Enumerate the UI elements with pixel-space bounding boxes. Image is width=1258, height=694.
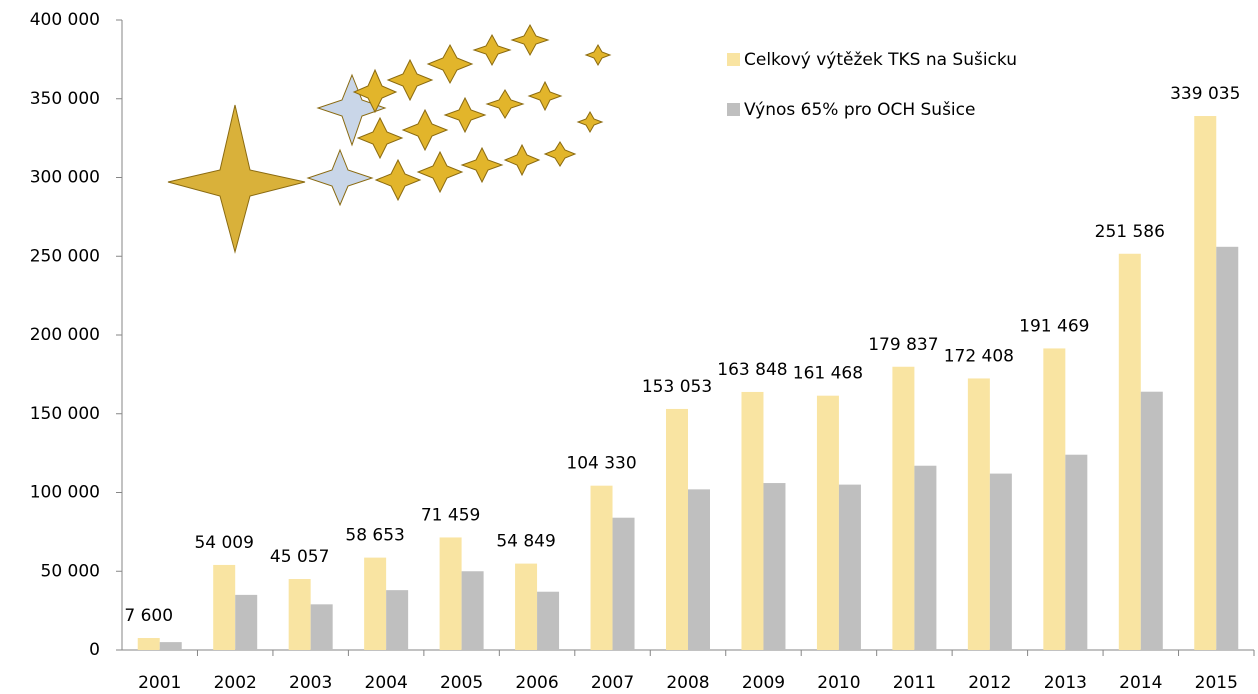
- bar: [1065, 455, 1087, 650]
- legend-swatch: [727, 103, 740, 116]
- data-label: 58 653: [345, 526, 404, 546]
- data-label: 54 849: [496, 532, 555, 552]
- data-label: 104 330: [566, 454, 636, 474]
- bar: [289, 579, 311, 650]
- x-tick-label: 2003: [289, 673, 332, 693]
- bar: [515, 564, 537, 650]
- bar: [138, 638, 160, 650]
- y-tick-label: 200 000: [30, 325, 100, 345]
- bar: [364, 558, 386, 650]
- x-tick-label: 2009: [742, 673, 785, 693]
- chart: 0 50 000 100 000 150 000 200 000 250 000 300 0…: [0, 0, 1258, 694]
- bar: [1216, 247, 1238, 650]
- bar: [688, 489, 710, 650]
- y-tick-label: 250 000: [30, 246, 100, 266]
- bar: [537, 592, 559, 650]
- bar: [613, 518, 635, 650]
- y-tick-label: 150 000: [30, 404, 100, 424]
- x-tick-label: 2004: [365, 673, 408, 693]
- bar: [1119, 254, 1141, 650]
- bar: [817, 396, 839, 650]
- y-tick-label: 100 000: [30, 483, 100, 503]
- bar: [763, 483, 785, 650]
- x-tick-label: 2006: [515, 673, 558, 693]
- x-tick-label: 2010: [817, 673, 860, 693]
- data-label: 153 053: [642, 377, 712, 397]
- data-label: 191 469: [1019, 316, 1089, 336]
- data-label: 163 848: [717, 360, 787, 380]
- data-label: 7 600: [124, 606, 173, 626]
- x-tick-label: 2013: [1044, 673, 1087, 693]
- data-label: 54 009: [194, 533, 253, 553]
- bar: [160, 642, 182, 650]
- legend-label: Celkový výtěžek TKS na Sušicku: [744, 50, 1017, 70]
- bar: [892, 367, 914, 650]
- legend-swatch: [727, 53, 740, 66]
- x-tick-label: 2011: [893, 673, 936, 693]
- bar: [1194, 116, 1216, 650]
- y-tick-label: 350 000: [30, 89, 100, 109]
- y-tick-label: 300 000: [30, 168, 100, 188]
- y-tick-label: 0: [89, 640, 100, 660]
- legend-label: Výnos 65% pro OCH Sušice: [744, 100, 975, 120]
- data-label: 251 586: [1095, 222, 1165, 242]
- bar: [213, 565, 235, 650]
- data-label: 71 459: [421, 505, 480, 525]
- data-label: 172 408: [944, 346, 1014, 366]
- bar: [591, 486, 613, 650]
- data-label: 179 837: [868, 335, 938, 355]
- bar: [914, 466, 936, 650]
- bar: [1141, 392, 1163, 650]
- x-tick-label: 2001: [138, 673, 181, 693]
- bar: [1043, 348, 1065, 650]
- bar: [311, 604, 333, 650]
- bar: [968, 378, 990, 650]
- bar: [462, 571, 484, 650]
- star-decoration: [168, 25, 610, 252]
- x-tick-label: 2005: [440, 673, 483, 693]
- data-label: 45 057: [270, 547, 329, 567]
- bar: [440, 537, 462, 650]
- data-label: 161 468: [793, 364, 863, 384]
- bar: [741, 392, 763, 650]
- bar: [839, 485, 861, 650]
- x-tick-label: 2007: [591, 673, 634, 693]
- data-label: 339 035: [1170, 84, 1240, 104]
- x-tick-label: 2015: [1195, 673, 1238, 693]
- x-tick-label: 2014: [1119, 673, 1162, 693]
- bar: [235, 595, 257, 650]
- x-tick-label: 2008: [666, 673, 709, 693]
- bar: [386, 590, 408, 650]
- y-tick-label: 400 000: [30, 10, 100, 30]
- x-tick-label: 2012: [968, 673, 1011, 693]
- bar: [666, 409, 688, 650]
- x-tick-label: 2002: [214, 673, 257, 693]
- y-tick-label: 50 000: [41, 561, 100, 581]
- bar: [990, 474, 1012, 650]
